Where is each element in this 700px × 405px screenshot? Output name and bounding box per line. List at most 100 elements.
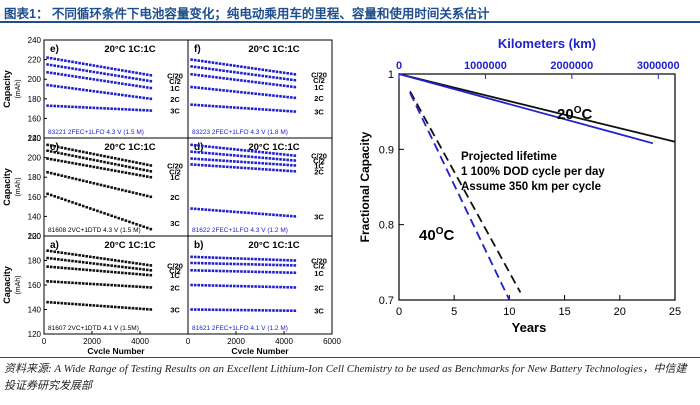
data-point	[250, 167, 254, 170]
data-point	[121, 107, 124, 111]
data-point	[67, 281, 71, 284]
data-point	[46, 56, 49, 59]
data-point	[131, 221, 135, 225]
data-point	[145, 79, 149, 82]
series-label: 1C	[314, 269, 324, 278]
data-point	[89, 268, 92, 272]
data-point	[106, 66, 110, 70]
data-point	[71, 67, 74, 70]
data-point	[138, 167, 142, 171]
data-point	[110, 107, 113, 111]
data-point	[96, 269, 99, 273]
data-point	[247, 149, 250, 153]
series-1C	[190, 73, 297, 89]
data-point	[222, 89, 225, 92]
data-point	[78, 155, 81, 159]
panel-b: 0 2000 4000 6000 Cycle Number b) 20°C 1C:1C 816…	[186, 235, 341, 354]
series-3C	[46, 192, 153, 231]
data-point	[218, 165, 222, 168]
source-note: 资料来源: A Wide Range of Testing Results on…	[4, 363, 687, 392]
data-point	[149, 195, 153, 199]
data-point	[121, 306, 124, 309]
data-point	[225, 159, 229, 163]
data-point	[103, 72, 106, 75]
data-point	[142, 268, 145, 271]
data-point	[293, 215, 297, 218]
data-point	[254, 212, 257, 215]
data-point	[229, 77, 233, 81]
temp-label-40c: 40OC	[419, 226, 454, 244]
data-point	[233, 90, 236, 93]
data-point	[67, 259, 71, 262]
data-point	[89, 261, 92, 265]
data-point	[103, 263, 106, 267]
data-point	[247, 66, 250, 70]
data-point	[71, 60, 74, 64]
data-point	[110, 258, 113, 262]
data-point	[49, 301, 53, 304]
data-point	[49, 63, 53, 67]
data-point	[99, 210, 103, 214]
data-point	[275, 70, 279, 74]
data-point	[282, 77, 286, 81]
series-label: 2C	[314, 167, 324, 176]
data-point	[78, 163, 81, 166]
data-point	[289, 78, 293, 82]
data-point	[272, 83, 275, 86]
data-point	[56, 196, 60, 199]
data-point	[208, 269, 211, 273]
data-point	[113, 264, 117, 268]
data-point	[233, 64, 236, 67]
data-point	[113, 74, 117, 77]
data-point	[200, 261, 204, 265]
data-point	[67, 153, 71, 157]
data-point	[135, 95, 138, 99]
data-point	[243, 91, 247, 94]
data-point	[215, 68, 218, 72]
data-point	[204, 151, 208, 155]
data-point	[149, 286, 153, 289]
data-point	[145, 86, 149, 89]
data-point	[240, 270, 243, 273]
data-point	[145, 175, 149, 178]
series-label: 2C	[170, 193, 180, 202]
data-point	[254, 308, 257, 312]
data-point	[113, 187, 117, 190]
data-point	[218, 76, 222, 80]
data-point	[190, 85, 193, 89]
data-point	[117, 259, 121, 263]
data-point	[60, 266, 64, 270]
data-point	[279, 258, 282, 262]
data-point	[64, 251, 67, 255]
data-point	[78, 260, 81, 264]
data-point	[92, 304, 96, 307]
data-point	[229, 147, 233, 151]
data-point	[99, 160, 103, 163]
series-C-20	[190, 58, 297, 76]
data-point	[197, 261, 201, 265]
data-point	[222, 105, 225, 109]
series-label: C/20	[167, 71, 183, 80]
data-point	[117, 284, 121, 287]
series-2C	[190, 85, 297, 100]
series-C-2	[46, 63, 153, 83]
data-point	[74, 202, 78, 205]
data-point	[229, 210, 233, 213]
data-point	[135, 272, 138, 276]
data-point	[117, 216, 121, 220]
series-label: C/2	[313, 261, 325, 270]
data-point	[229, 89, 233, 93]
data-point	[64, 73, 67, 77]
x-tick-label: 25	[669, 306, 681, 318]
data-point	[106, 107, 110, 110]
y-tick-label: 220	[28, 134, 42, 143]
data-point	[85, 69, 89, 73]
series-C-20	[46, 143, 153, 167]
data-point	[225, 284, 229, 288]
data-point	[218, 62, 222, 65]
data-point	[142, 225, 145, 229]
data-point	[289, 259, 293, 262]
data-point	[89, 152, 92, 155]
data-point	[218, 269, 222, 273]
data-point	[193, 150, 197, 154]
